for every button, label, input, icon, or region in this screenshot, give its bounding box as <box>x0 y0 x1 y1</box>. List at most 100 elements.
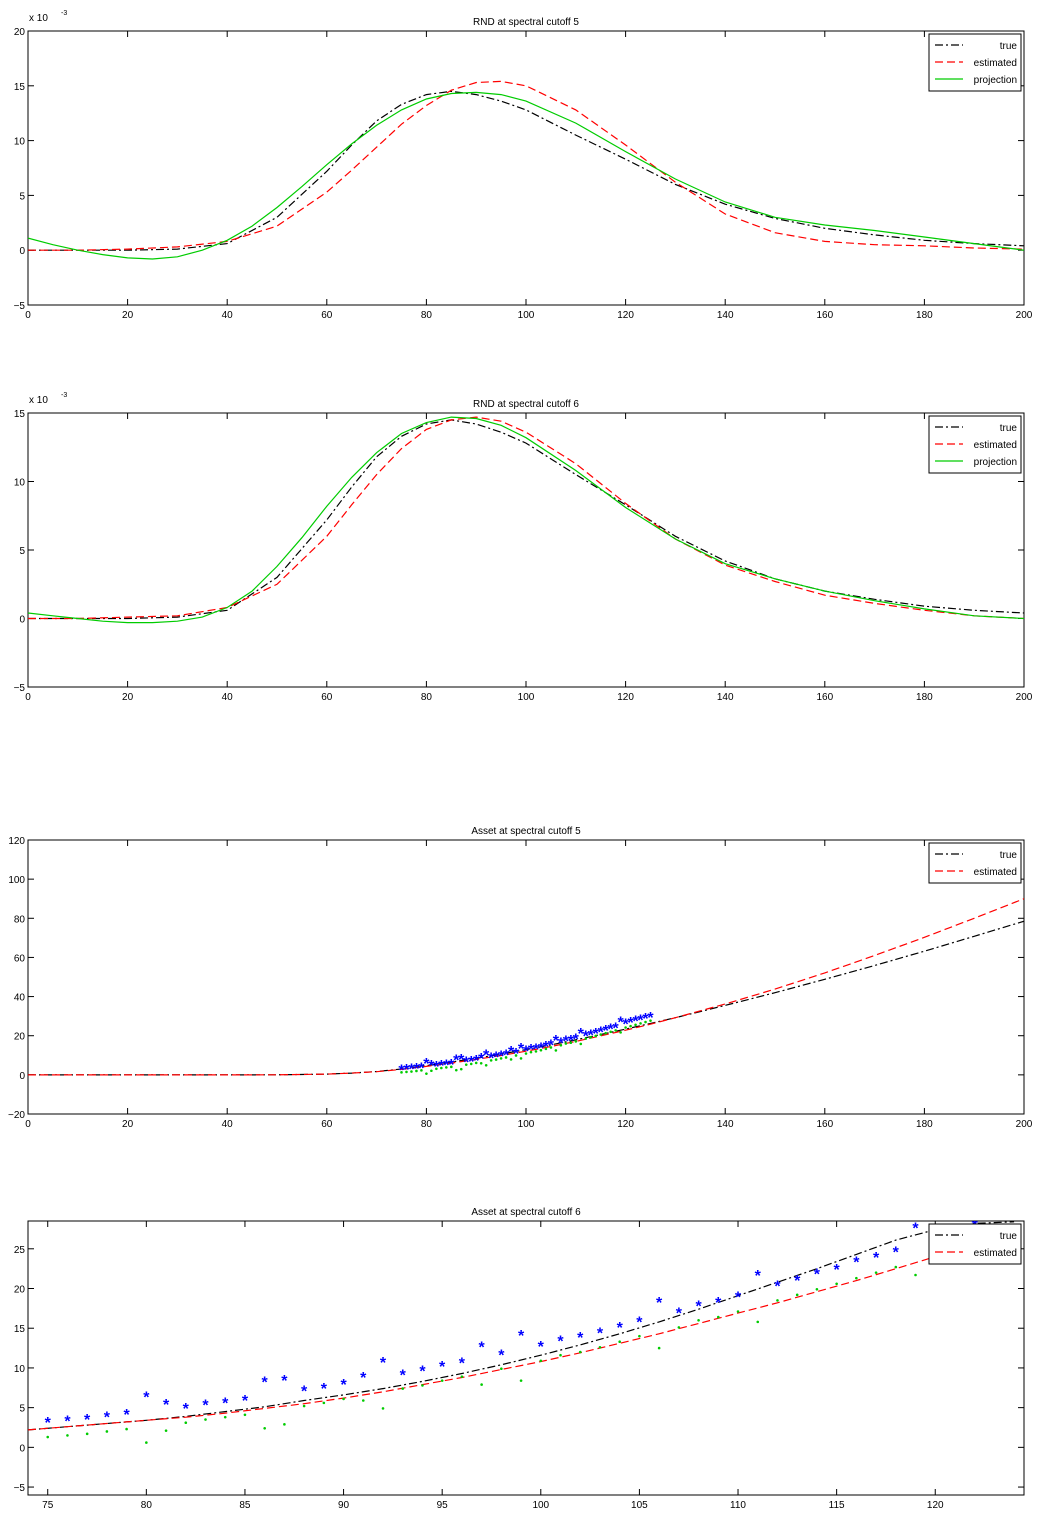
y-tick-label: −5 <box>14 683 26 694</box>
y-tick-label: 0 <box>19 1443 25 1454</box>
x-tick-label: 20 <box>122 1119 134 1130</box>
plot-area-frame <box>27 30 1025 306</box>
x-tick-label: 120 <box>617 692 634 703</box>
x-tick-label: 40 <box>222 692 234 703</box>
chart-title: Asset at spectral cutoff 6 <box>471 1207 581 1218</box>
dot-marker <box>440 1066 443 1070</box>
star-marker: * <box>281 1373 288 1390</box>
chart-title: RND at spectral cutoff 5 <box>473 17 579 28</box>
x-tick-label: 140 <box>717 692 734 703</box>
legend-box <box>928 842 1022 884</box>
x-tick-label: 110 <box>730 1500 746 1511</box>
star-marker: * <box>433 1059 440 1076</box>
y-tick-label: 15 <box>14 82 26 93</box>
star-marker: * <box>617 1320 624 1337</box>
y-tick-label: −5 <box>14 1483 26 1494</box>
star-marker: * <box>528 1042 535 1059</box>
x-tick-label: 80 <box>141 1500 153 1511</box>
star-marker: * <box>893 1244 900 1261</box>
y-scale-label: x 10 <box>29 13 48 24</box>
dot-marker <box>410 1070 413 1073</box>
dot-marker <box>479 1062 483 1065</box>
plot-area-frame <box>27 1220 1025 1496</box>
x-tick-label: 0 <box>25 1119 31 1130</box>
star-marker: * <box>45 1415 52 1432</box>
star-marker: * <box>438 1058 445 1075</box>
star-marker: * <box>398 1062 405 1079</box>
star-marker: * <box>533 1041 540 1058</box>
plot-series-group <box>28 80 1024 260</box>
x-tick-label: 200 <box>1016 310 1033 321</box>
star-marker: * <box>360 1370 367 1387</box>
dot-marker <box>454 1068 458 1072</box>
dot-marker <box>504 1056 508 1059</box>
y-tick-label: −5 <box>14 301 26 312</box>
star-marker: * <box>301 1383 308 1400</box>
y-tick-label: 10 <box>14 1364 26 1375</box>
star-marker: * <box>593 1026 600 1043</box>
dot-marker <box>445 1066 448 1069</box>
x-tick-label: 160 <box>816 692 833 703</box>
y-tick-label: 25 <box>14 1245 26 1256</box>
x-tick-label: 0 <box>25 310 31 321</box>
dot-marker <box>564 1042 568 1045</box>
x-tick-label: 0 <box>25 692 31 703</box>
dot-marker <box>105 1430 109 1433</box>
dot-marker <box>469 1062 473 1066</box>
dot-marker <box>677 1326 681 1329</box>
plot-series-group <box>28 416 1024 624</box>
dot-marker <box>283 1423 286 1426</box>
x-tick-label: 40 <box>222 1119 234 1130</box>
legend-box <box>928 33 1022 92</box>
dot-marker <box>589 1035 593 1039</box>
plot-series-group: * * * * * * * * * * * * * * * * * * * * * * * * * * * * * * * * * * * * * * * *… <box>28 1221 1018 1444</box>
x-tick-label: 80 <box>421 1119 433 1130</box>
dot-marker <box>361 1399 365 1402</box>
x-tick-label: 100 <box>518 692 535 703</box>
star-marker: * <box>735 1290 742 1307</box>
star-marker: * <box>613 1020 620 1037</box>
chart-panel-rnd-cutoff-5: RND at spectral cutoff 50 20 40 60 80 100 120 1… <box>14 10 1033 321</box>
star-marker: * <box>321 1381 328 1398</box>
y-tick-label: −20 <box>8 1110 25 1121</box>
dot-marker <box>578 1350 582 1354</box>
dot-marker <box>776 1299 779 1302</box>
star-marker: * <box>597 1325 604 1342</box>
dot-marker <box>649 1019 652 1022</box>
star-marker: * <box>423 1056 430 1073</box>
dot-marker <box>624 1026 627 1029</box>
star-marker: * <box>340 1377 347 1394</box>
star-marker: * <box>558 1035 565 1052</box>
dot-marker <box>619 1031 622 1034</box>
dot-marker <box>604 1031 607 1035</box>
x-tick-label: 120 <box>617 1119 634 1130</box>
y-tick-label: 15 <box>14 1324 26 1335</box>
chart-panel-asset-cutoff-5: Asset at spectral cutoff 5 0 20 40 60 80 100 12… <box>8 826 1033 1130</box>
dot-marker <box>618 1340 621 1344</box>
x-tick-label: 60 <box>321 310 333 321</box>
dot-marker <box>302 1404 306 1408</box>
legend: true estimated <box>928 842 1022 884</box>
x-tick-label: 180 <box>916 310 933 321</box>
star-marker: * <box>715 1295 722 1312</box>
dot-marker <box>381 1407 385 1410</box>
x-tick-label: 20 <box>122 310 134 321</box>
dot-marker <box>519 1057 523 1060</box>
dot-marker <box>401 1387 405 1390</box>
star-marker: * <box>413 1061 420 1078</box>
x-tick-label: 80 <box>421 310 433 321</box>
dot-marker <box>421 1384 424 1387</box>
star-marker: * <box>538 1040 545 1057</box>
y-tick-label: 100 <box>8 875 25 886</box>
legend: true estimated <box>928 1223 1022 1265</box>
dot-marker <box>598 1345 602 1349</box>
dot-marker <box>460 1375 464 1378</box>
dot-marker <box>559 1044 563 1047</box>
dot-marker <box>914 1273 917 1277</box>
chart-panel-asset-cutoff-6: Asset at spectral cutoff 675 80 85 90 95 100 1… <box>14 1207 1025 1511</box>
dot-marker <box>263 1426 266 1430</box>
dot-marker <box>425 1072 428 1075</box>
dot-marker <box>464 1063 468 1066</box>
star-marker: * <box>563 1034 570 1051</box>
